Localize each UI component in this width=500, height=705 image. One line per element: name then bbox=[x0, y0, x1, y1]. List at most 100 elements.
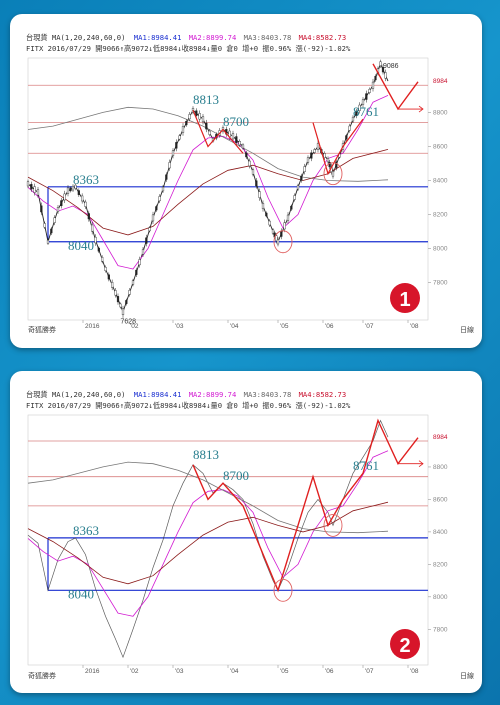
y-tick-label: 8000 bbox=[433, 246, 448, 253]
header-line1: 台現貨 MA(1,20,240,60,0) bbox=[26, 390, 125, 399]
candle-body bbox=[46, 239, 50, 244]
candle-body bbox=[158, 196, 161, 202]
candle-body bbox=[165, 174, 168, 180]
candle-body bbox=[310, 152, 313, 159]
candle-body bbox=[235, 136, 238, 144]
chart-1-plot: 7800 8000 8200 8400 8600 8800 8984 8813 8700 8363… bbox=[26, 57, 448, 330]
candle-body bbox=[313, 149, 316, 153]
candle-body bbox=[365, 93, 368, 100]
x-tick-label: 2016 bbox=[85, 668, 100, 675]
candle-body bbox=[188, 114, 191, 120]
series-line-3 bbox=[27, 106, 389, 182]
candle-body bbox=[91, 224, 94, 232]
candle-body bbox=[81, 195, 84, 202]
footer-brand: 奇狐勝券 bbox=[28, 671, 56, 680]
candle-body bbox=[53, 217, 56, 223]
candle-body bbox=[175, 142, 178, 149]
candle-body bbox=[361, 99, 365, 105]
y-tick-label: 8400 bbox=[433, 529, 448, 536]
candle-body bbox=[300, 175, 303, 181]
panel-badge-2 bbox=[390, 629, 420, 659]
header-ma1: MA1:8984.41 bbox=[134, 390, 182, 399]
candle-body bbox=[368, 88, 371, 93]
candle-body bbox=[63, 193, 66, 201]
x-tick-label: '06 bbox=[325, 668, 334, 675]
candle-body bbox=[245, 152, 248, 158]
candle-body bbox=[374, 76, 377, 81]
level-label: 8700 bbox=[223, 468, 249, 483]
candle-body bbox=[205, 122, 208, 130]
header-ma2: MA2:8899.74 bbox=[189, 33, 237, 42]
candle-body bbox=[66, 187, 70, 194]
level-label: 8813 bbox=[193, 447, 219, 462]
level-label: 8813 bbox=[193, 92, 219, 107]
candle-body bbox=[275, 235, 278, 242]
candle-body bbox=[135, 269, 138, 275]
candle-body bbox=[265, 212, 268, 217]
candle-body bbox=[296, 185, 300, 190]
y-tick-label: 8200 bbox=[433, 212, 448, 219]
candle-body bbox=[30, 183, 33, 190]
candle-body bbox=[290, 205, 293, 210]
candle-body bbox=[168, 162, 171, 169]
x-tick-label: '08 bbox=[410, 668, 419, 675]
candle-body bbox=[379, 61, 382, 67]
x-tick-label: '05 bbox=[280, 323, 289, 330]
candle-body bbox=[107, 274, 110, 280]
plot-frame bbox=[27, 414, 429, 666]
header-ma3: MA3:8403.78 bbox=[244, 33, 292, 42]
candle-body bbox=[178, 135, 181, 140]
x-tick-label: '06 bbox=[325, 323, 334, 330]
footer-right-label: 日線 bbox=[460, 671, 474, 680]
candle-body bbox=[198, 113, 201, 120]
candle-body bbox=[121, 308, 125, 316]
candle-body bbox=[111, 282, 114, 288]
level-label: 8040 bbox=[68, 238, 94, 253]
level-label: 8761 bbox=[353, 458, 379, 473]
header-ma4: MA4:8582.73 bbox=[299, 390, 347, 399]
header-line2: FITX 2016/07/29 開9066↑高9072↓低8984↓收8984↓… bbox=[26, 401, 351, 410]
x-tick-label: '03 bbox=[175, 668, 184, 675]
candle-body bbox=[145, 237, 148, 244]
svg-text:台現貨 MA(1,20,240,60,0): 台現貨 MA(1,20,240,60,0) MA1:8984.41 MA2:88… bbox=[26, 33, 346, 42]
panel-badge-1-label: 1 bbox=[399, 289, 410, 311]
footer-right-label: 日線 bbox=[460, 325, 474, 334]
candle-body bbox=[348, 125, 351, 131]
y-tick-label: 8200 bbox=[433, 561, 448, 568]
swing-zigzag bbox=[312, 118, 364, 176]
candle-body bbox=[241, 144, 245, 149]
candle-body bbox=[201, 116, 205, 123]
candle-body bbox=[119, 303, 122, 308]
swing-zigzag bbox=[192, 109, 244, 154]
x-tick-label: '02 bbox=[130, 668, 139, 675]
x-tick-label: '02 bbox=[130, 323, 139, 330]
y-tick-label: 8000 bbox=[433, 594, 448, 601]
candle-body bbox=[104, 266, 107, 271]
level-label: 8761 bbox=[353, 104, 379, 119]
header-ma2: MA2:8899.74 bbox=[189, 390, 237, 399]
y-tick-label: 7800 bbox=[433, 626, 448, 633]
chart-2-plot: 7800 8000 8200 8400 8600 8800 8984 8363 8040 8813… bbox=[27, 414, 448, 675]
candle-body bbox=[74, 184, 77, 189]
header-line1: 台現貨 MA(1,20,240,60,0) bbox=[26, 33, 125, 42]
candle-body bbox=[69, 187, 72, 192]
candle-body bbox=[261, 203, 265, 210]
candle-body bbox=[276, 239, 280, 245]
chart-1-svg: 台現貨 MA(1,20,240,60,0) MA1:8984.41 MA2:88… bbox=[26, 33, 474, 334]
candle-body bbox=[141, 249, 145, 255]
candle-body bbox=[171, 150, 175, 157]
chart-2-header: 台現貨 MA(1,20,240,60,0) MA1:8984.41 MA2:88… bbox=[26, 390, 351, 410]
x-tick-label: '04 bbox=[230, 668, 239, 675]
chart-panel-1: 台現貨 MA(1,20,240,60,0) MA1:8984.41 MA2:88… bbox=[10, 14, 482, 348]
candle-body bbox=[303, 166, 306, 172]
candle-body bbox=[335, 161, 338, 168]
low-marker-circle bbox=[273, 230, 293, 254]
x-tick-label: '07 bbox=[365, 668, 374, 675]
level-label: 8040 bbox=[68, 586, 94, 601]
candle-body bbox=[84, 201, 87, 207]
candle-body bbox=[255, 180, 258, 187]
candle-body bbox=[60, 200, 63, 207]
candle-body bbox=[185, 120, 188, 126]
low-annotation: 7628 bbox=[121, 318, 137, 325]
header-ma3: MA3:8403.78 bbox=[244, 390, 292, 399]
